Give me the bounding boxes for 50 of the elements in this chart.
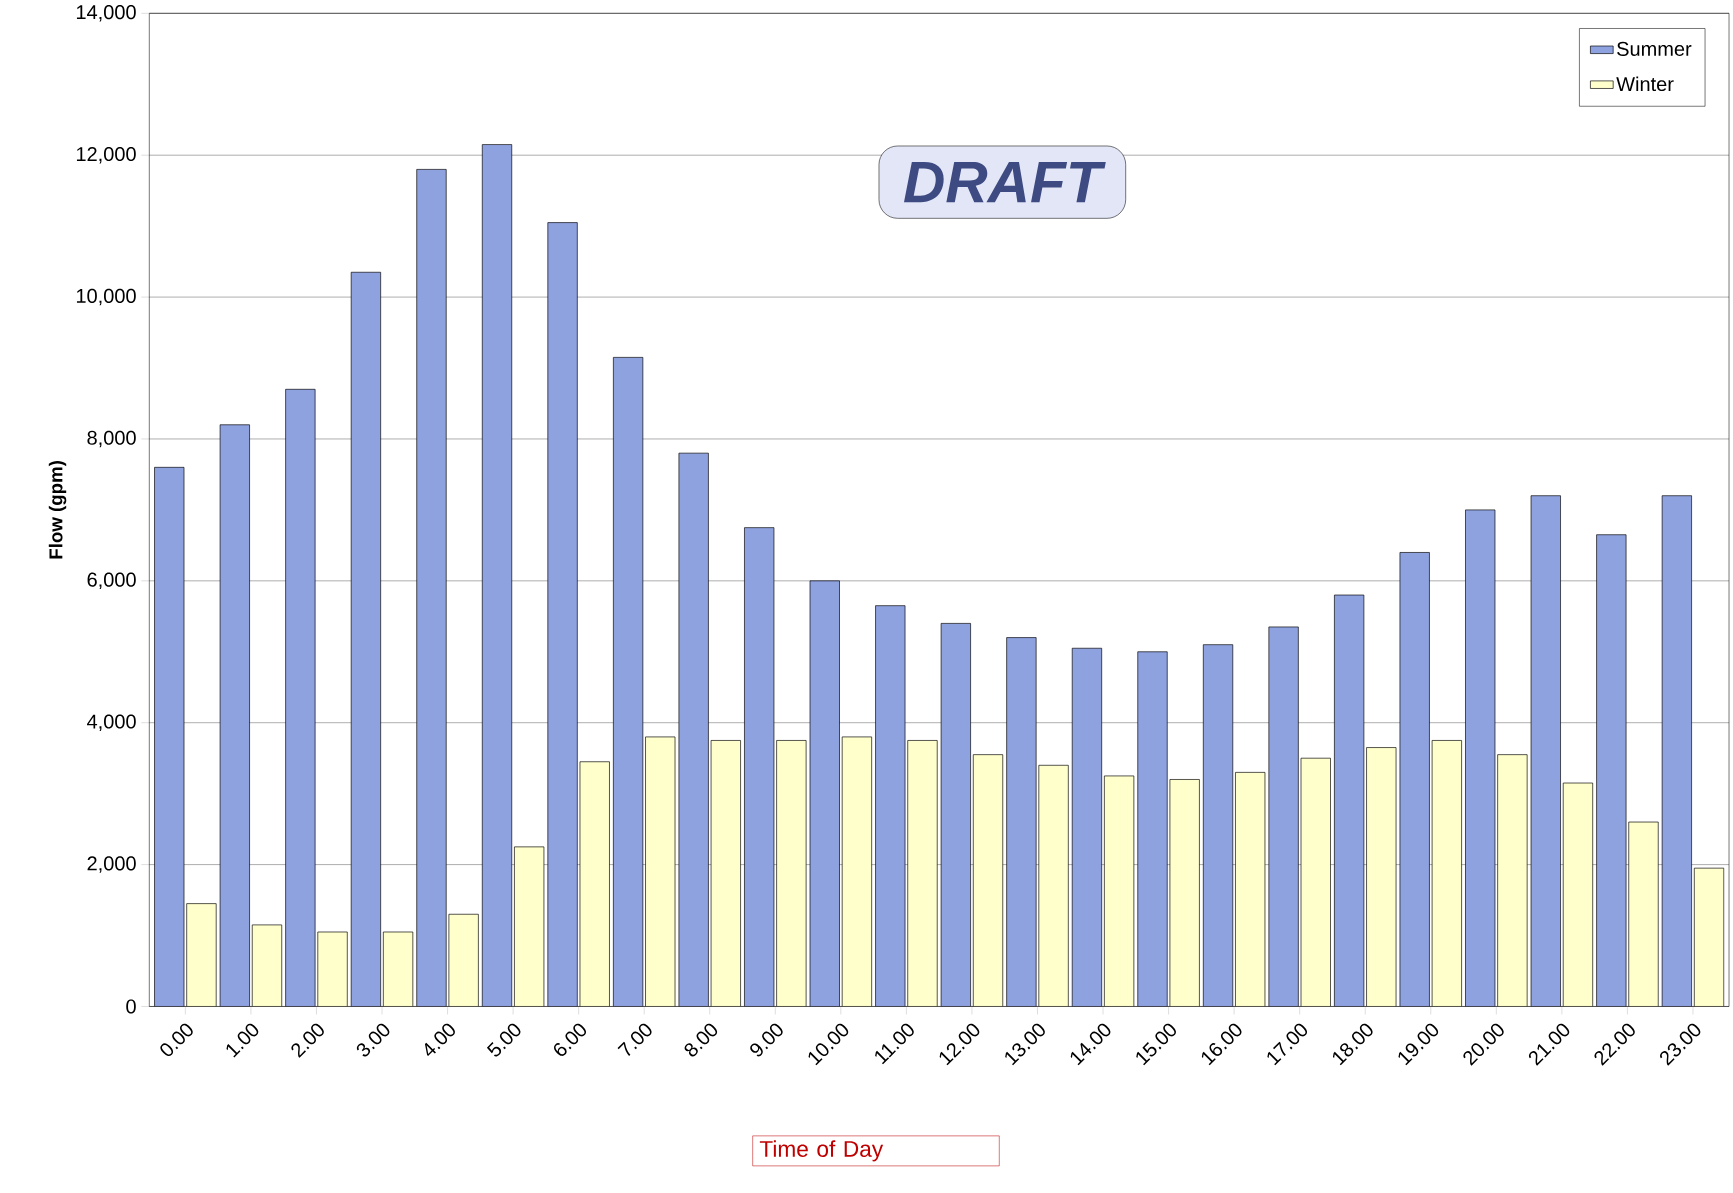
bar xyxy=(841,736,873,1007)
bar xyxy=(875,605,906,1007)
bar xyxy=(744,527,775,1007)
bar xyxy=(613,356,644,1007)
bar xyxy=(809,580,840,1007)
bar xyxy=(350,271,382,1007)
bar xyxy=(678,452,709,1007)
y-tick-label: 10,000 xyxy=(76,288,136,306)
bar xyxy=(481,144,513,1007)
bar xyxy=(1334,594,1365,1007)
bar xyxy=(1137,651,1168,1007)
y-tick-label: 2,000 xyxy=(87,856,136,873)
bar xyxy=(382,931,414,1007)
y-tick-label: 12,000 xyxy=(76,146,136,164)
bar xyxy=(940,623,971,1007)
annotation: DRAFT xyxy=(904,161,1106,203)
bar xyxy=(1399,552,1430,1007)
bar xyxy=(154,466,185,1007)
bar xyxy=(1071,647,1103,1007)
y-tick-label: 0 xyxy=(126,999,136,1014)
bar xyxy=(1596,534,1627,1007)
bar xyxy=(416,169,447,1007)
y-tick-label: 6,000 xyxy=(87,572,136,590)
bar xyxy=(1661,495,1692,1007)
x-tick-label: 0.00 xyxy=(160,1023,193,1057)
x-tick-label: 6.00 xyxy=(554,1023,587,1056)
bar xyxy=(219,424,250,1007)
bar xyxy=(1530,495,1561,1007)
y-tick-label: 8,000 xyxy=(87,430,136,448)
bar xyxy=(972,754,1004,1007)
y-tick-label: 4,000 xyxy=(87,714,136,731)
bar xyxy=(285,388,316,1007)
bar xyxy=(547,222,578,1007)
bar xyxy=(1268,626,1299,1007)
bar xyxy=(1465,509,1496,1007)
y-axis-title: Flow (gpm) xyxy=(48,461,67,559)
x-tick-label: 4.00 xyxy=(424,1023,455,1056)
y-tick-label: 14,000 xyxy=(76,5,136,22)
bar xyxy=(1006,637,1037,1007)
bar xyxy=(1693,867,1725,1007)
legend-label: Summer xyxy=(1617,41,1692,56)
bar xyxy=(514,846,545,1007)
legend-label: Winter xyxy=(1616,76,1674,92)
bar xyxy=(1235,771,1266,1007)
bar xyxy=(1562,782,1594,1007)
bar xyxy=(251,924,283,1007)
x-tick-label: 7.00 xyxy=(617,1023,652,1056)
bar xyxy=(1202,644,1234,1007)
bar xyxy=(1104,775,1135,1007)
x-axis-title: Time of Day xyxy=(759,1140,884,1162)
